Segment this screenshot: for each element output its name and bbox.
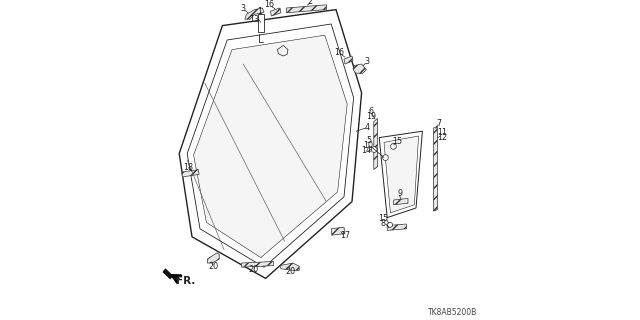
Polygon shape <box>394 198 408 205</box>
Text: 1: 1 <box>257 7 262 16</box>
Text: 2: 2 <box>308 0 313 6</box>
Polygon shape <box>353 64 366 74</box>
Text: 15: 15 <box>392 137 402 146</box>
Polygon shape <box>344 56 353 64</box>
Polygon shape <box>258 14 264 32</box>
Polygon shape <box>270 8 281 16</box>
Text: 5: 5 <box>366 136 371 145</box>
Polygon shape <box>207 253 219 263</box>
Polygon shape <box>280 263 300 270</box>
Text: 20: 20 <box>209 262 219 271</box>
Polygon shape <box>387 224 406 230</box>
Text: 8: 8 <box>381 219 386 228</box>
Text: 16: 16 <box>334 48 344 57</box>
Text: 20: 20 <box>248 265 259 274</box>
Text: 7: 7 <box>436 119 442 128</box>
Text: 19: 19 <box>366 112 376 121</box>
Polygon shape <box>193 35 347 258</box>
Polygon shape <box>384 136 419 213</box>
Text: 3: 3 <box>240 4 245 13</box>
Polygon shape <box>332 227 345 235</box>
Text: 9: 9 <box>397 189 403 198</box>
Text: 4: 4 <box>365 124 370 132</box>
Polygon shape <box>163 269 173 279</box>
Text: FR.: FR. <box>176 276 195 286</box>
Text: 20: 20 <box>285 267 296 276</box>
Circle shape <box>387 222 392 227</box>
Polygon shape <box>434 126 438 211</box>
Text: 16: 16 <box>264 0 274 9</box>
Text: TK8AB5200B: TK8AB5200B <box>428 308 477 317</box>
Text: 14: 14 <box>362 146 371 155</box>
Polygon shape <box>245 8 264 19</box>
Text: 17: 17 <box>340 231 350 240</box>
Circle shape <box>371 147 377 153</box>
Text: 11: 11 <box>437 128 447 137</box>
Text: 3: 3 <box>365 57 370 66</box>
Text: 10: 10 <box>364 141 374 150</box>
Text: 6: 6 <box>369 108 374 116</box>
Polygon shape <box>287 5 326 13</box>
Circle shape <box>390 143 396 149</box>
Text: 12: 12 <box>437 133 447 142</box>
Polygon shape <box>242 261 274 267</box>
Text: 15: 15 <box>378 214 388 223</box>
Text: 18: 18 <box>183 164 193 172</box>
Polygon shape <box>374 118 378 170</box>
Text: 13: 13 <box>250 15 259 24</box>
Polygon shape <box>182 170 199 177</box>
Circle shape <box>383 155 388 160</box>
